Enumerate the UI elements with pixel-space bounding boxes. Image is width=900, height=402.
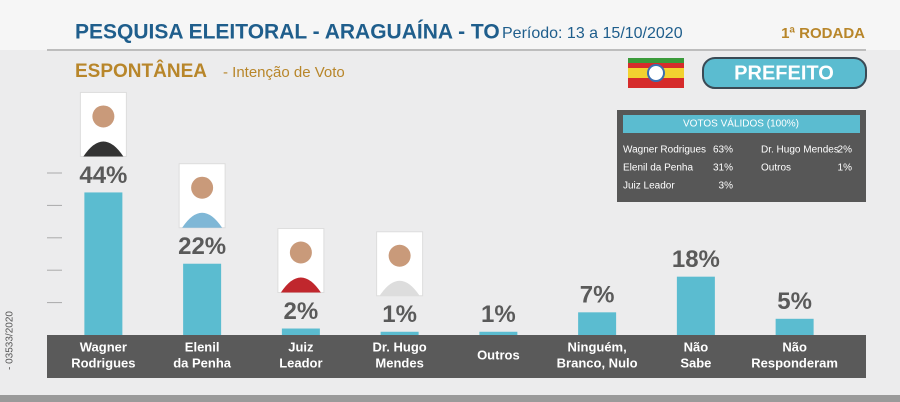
x-tick-label: Rodrigues — [71, 355, 135, 370]
value-label: 1% — [382, 301, 417, 328]
photo-head — [191, 176, 214, 199]
value-label: 22% — [178, 233, 226, 260]
round: 1ª RODADA — [781, 25, 865, 42]
photo-head — [92, 105, 115, 128]
chart-title: PESQUISA ELEITORAL - ARAGUAÍNA - TO — [75, 21, 500, 44]
bar — [479, 331, 518, 335]
bar — [183, 263, 222, 335]
x-tick-label: Sabe — [680, 355, 711, 370]
valid-votes-name: Elenil da Penha — [623, 163, 693, 174]
x-tick-label: Mendes — [375, 355, 423, 370]
bar — [578, 312, 617, 335]
value-label: 18% — [672, 246, 720, 273]
valid-votes-name: Wagner Rodrigues — [623, 145, 706, 156]
x-tick-label: Leador — [279, 355, 322, 370]
photo-body — [182, 212, 223, 228]
valid-votes-box — [617, 110, 866, 202]
photo-body — [280, 277, 321, 293]
valid-votes-name: Dr. Hugo Mendes — [761, 145, 839, 156]
x-tick-label: Elenil — [185, 339, 220, 354]
valid-votes-value: 3% — [719, 181, 734, 192]
valid-votes-title: VOTOS VÁLIDOS (100%) — [683, 117, 799, 130]
x-tick-label: Outros — [477, 347, 520, 362]
valid-votes-value: 63% — [713, 145, 733, 156]
photo-head — [289, 241, 312, 264]
subtitle: ESPONTÂNEA — [75, 60, 207, 82]
office-label: PREFEITO — [734, 62, 834, 84]
office-button — [702, 57, 867, 89]
value-label: 5% — [777, 288, 812, 315]
bar — [676, 276, 715, 335]
bottom-band — [0, 395, 900, 402]
valid-votes-name: Juiz Leador — [623, 181, 675, 192]
photo-body — [83, 141, 124, 157]
valid-votes-value: 31% — [713, 163, 733, 174]
value-label: 44% — [79, 162, 127, 189]
bar — [281, 328, 320, 335]
x-tick-label: Dr. Hugo — [373, 339, 427, 354]
valid-votes-name: Outros — [761, 163, 791, 174]
period: Período: 13 a 15/10/2020 — [502, 25, 683, 42]
value-label: 1% — [481, 301, 516, 328]
bar — [775, 318, 814, 335]
subtitle-detail: - Intenção de Voto — [223, 64, 345, 81]
value-label: 2% — [284, 298, 319, 325]
x-tick-label: Juiz — [288, 339, 314, 354]
x-tick-label: Wagner — [80, 339, 127, 354]
category-band — [47, 335, 866, 378]
bar — [380, 331, 419, 335]
registration: - 03533/2020 — [5, 311, 16, 370]
x-tick-label: da Penha — [173, 355, 232, 370]
valid-votes-value: 1% — [838, 163, 853, 174]
photo-head — [388, 244, 411, 267]
header-band — [0, 0, 900, 50]
valid-votes-value: 2% — [838, 145, 853, 156]
value-label: 7% — [580, 282, 615, 309]
photo-body — [379, 280, 420, 296]
x-tick-label: Responderam — [751, 355, 838, 370]
bar — [84, 192, 123, 335]
x-tick-label: Não — [684, 339, 709, 354]
x-tick-label: Branco, Nulo — [557, 355, 638, 370]
x-tick-label: Ninguém, — [568, 339, 627, 354]
x-tick-label: Não — [782, 339, 807, 354]
flag — [628, 58, 684, 88]
